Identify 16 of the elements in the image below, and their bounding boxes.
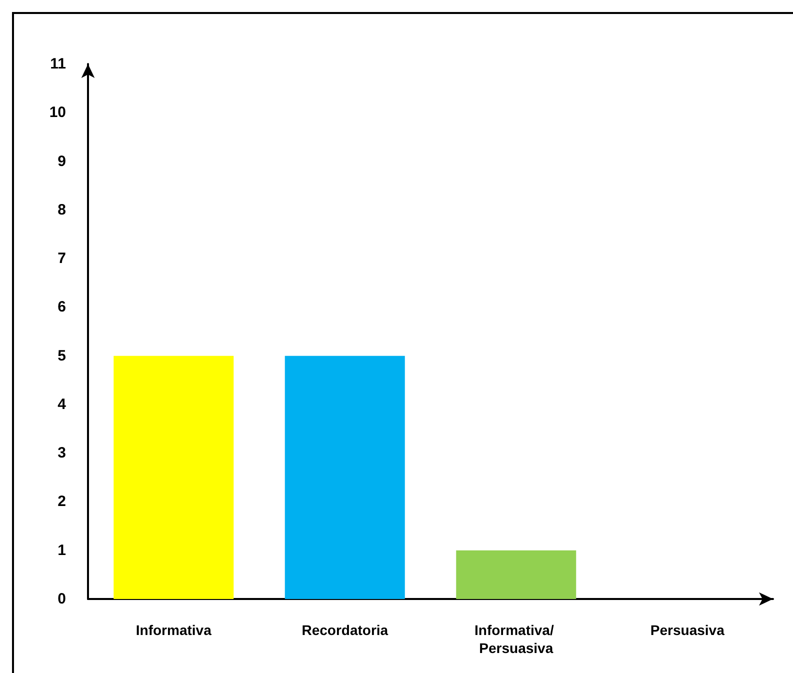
y-tick-label: 10 bbox=[49, 104, 66, 122]
y-tick-label: 4 bbox=[58, 396, 67, 413]
x-tick-label: Informativa/ Persuasiva bbox=[474, 622, 558, 656]
y-tick-label: 3 bbox=[58, 444, 66, 462]
y-tick-label: 8 bbox=[58, 201, 66, 218]
x-tick-label: Informativa bbox=[136, 622, 212, 638]
y-tick-label: 5 bbox=[58, 347, 66, 364]
y-tick-label: 0 bbox=[58, 590, 66, 608]
y-tick-label: 9 bbox=[58, 152, 66, 170]
x-tick-label: Persuasiva bbox=[650, 622, 725, 638]
x-tick-label: Recordatoria bbox=[302, 622, 388, 638]
y-tick-label: 1 bbox=[58, 542, 66, 559]
y-tick-label: 2 bbox=[58, 493, 66, 510]
y-tick-label: 6 bbox=[58, 298, 66, 316]
y-tick-label: 11 bbox=[50, 56, 66, 72]
y-tick-label: 7 bbox=[58, 250, 66, 268]
